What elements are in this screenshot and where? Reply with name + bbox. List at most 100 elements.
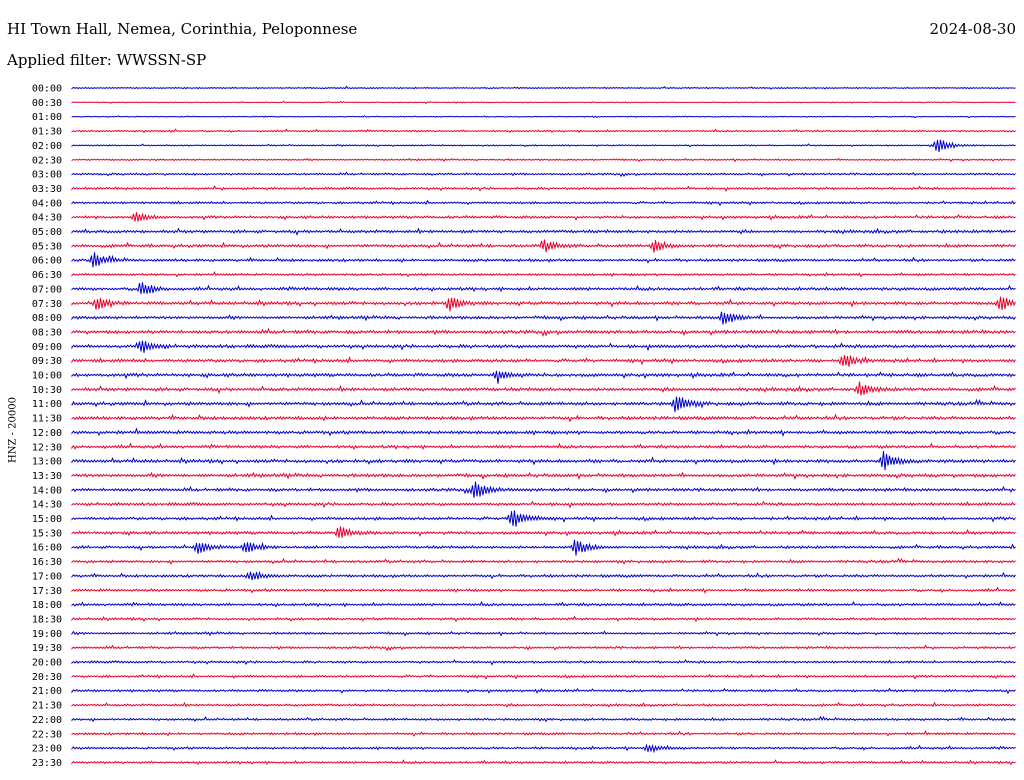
seismic-trace-0700 [71, 282, 1016, 294]
row-time-label: 07:30 [32, 299, 62, 310]
row-time-label: 02:30 [32, 155, 62, 166]
seismic-trace-0930 [71, 355, 1016, 367]
seismic-trace-2330 [71, 759, 1016, 766]
seismic-trace-0100 [71, 115, 1016, 119]
row-time-label: 10:30 [32, 385, 62, 396]
row-time-label: 06:00 [32, 256, 62, 267]
row-time-label: 08:30 [32, 327, 62, 338]
row-time-label: 12:00 [32, 428, 62, 439]
row-time-label: 16:30 [32, 557, 62, 568]
seismic-trace-2130 [71, 701, 1016, 708]
seismic-trace-0730 [71, 296, 1016, 312]
seismic-trace-1730 [71, 586, 1016, 594]
row-time-label: 06:30 [32, 270, 62, 281]
row-time-label: 04:00 [32, 198, 62, 209]
row-time-label: 09:30 [32, 356, 62, 367]
seismic-trace-1930 [71, 644, 1016, 652]
seismic-trace-1300 [71, 451, 1016, 471]
row-time-label: 14:00 [32, 485, 62, 496]
row-time-label: 08:00 [32, 313, 62, 324]
seismic-trace-2100 [71, 687, 1016, 695]
row-time-label: 17:00 [32, 571, 62, 582]
row-time-label: 23:00 [32, 744, 62, 755]
seismic-trace-0130 [71, 128, 1016, 134]
seismic-trace-1330 [71, 471, 1016, 481]
seismic-trace-0530 [71, 239, 1016, 253]
row-time-label: 20:00 [32, 658, 62, 669]
seismic-trace-2230 [71, 730, 1016, 737]
row-time-label: 20:30 [32, 672, 62, 683]
date-label: 2024-08-30 [929, 20, 1016, 38]
seismic-trace-0500 [71, 227, 1016, 236]
seismic-trace-2030 [71, 673, 1016, 680]
row-time-label: 12:30 [32, 442, 62, 453]
seismic-trace-0330 [71, 185, 1016, 193]
row-time-label: 21:00 [32, 686, 62, 697]
seismic-trace-0030 [71, 100, 1016, 104]
seismic-trace-1400 [71, 481, 1016, 498]
seismic-trace-1530 [71, 526, 1016, 538]
seismic-trace-0400 [71, 199, 1016, 207]
seismic-trace-1900 [71, 630, 1016, 637]
seismic-trace-1630 [71, 557, 1016, 565]
seismic-trace-1000 [71, 370, 1016, 384]
row-time-label: 03:30 [32, 184, 62, 195]
seismic-trace-0800 [71, 311, 1016, 325]
row-time-label: 09:00 [32, 342, 62, 353]
row-time-label: 18:30 [32, 614, 62, 625]
row-time-label: 05:00 [32, 227, 62, 238]
seismic-trace-1200 [71, 427, 1016, 437]
seismic-trace-1500 [71, 510, 1016, 527]
row-time-label: 05:30 [32, 241, 62, 252]
seismic-trace-0300 [71, 171, 1016, 178]
seismic-trace-2000 [71, 659, 1016, 666]
row-time-label: 17:30 [32, 586, 62, 597]
row-time-label: 13:30 [32, 471, 62, 482]
row-time-label: 01:00 [32, 112, 62, 123]
seismic-trace-1800 [71, 600, 1016, 608]
seismic-trace-1700 [71, 570, 1016, 581]
seismic-trace-1100 [71, 396, 1016, 413]
row-time-label: 13:00 [32, 457, 62, 468]
station-title: HI Town Hall, Nemea, Corinthia, Peloponn… [7, 20, 358, 38]
row-time-label: 14:30 [32, 500, 62, 511]
row-time-label: 19:00 [32, 629, 62, 640]
seismic-trace-1230 [71, 442, 1016, 450]
row-time-label: 16:00 [32, 543, 62, 554]
row-time-label: 11:30 [32, 414, 62, 425]
seismic-trace-0830 [71, 327, 1016, 337]
row-time-label: 23:30 [32, 758, 62, 769]
seismic-trace-0600 [71, 252, 1016, 268]
seismic-trace-1830 [71, 615, 1016, 623]
seismic-trace-1600 [71, 539, 1016, 556]
row-time-label: 03:00 [32, 170, 62, 181]
seismic-trace-0230 [71, 157, 1016, 163]
seismic-trace-2200 [71, 715, 1016, 723]
row-time-label: 02:00 [32, 141, 62, 152]
row-time-label: 10:00 [32, 371, 62, 382]
row-time-label: 22:30 [32, 729, 62, 740]
row-time-label: 00:30 [32, 98, 62, 109]
row-time-label: 01:30 [32, 127, 62, 138]
seismic-trace-0000 [71, 85, 1016, 90]
seismic-trace-1030 [71, 381, 1016, 396]
seismic-trace-1130 [71, 413, 1016, 423]
row-time-label: 04:30 [32, 213, 62, 224]
row-time-label: 21:30 [32, 701, 62, 712]
filter-label: Applied filter: WWSSN-SP [7, 51, 207, 69]
seismic-trace-0200 [71, 139, 1016, 153]
row-time-label: 07:00 [32, 284, 62, 295]
row-time-label: 19:30 [32, 643, 62, 654]
row-time-label: 11:00 [32, 399, 62, 410]
row-time-label: 18:00 [32, 600, 62, 611]
seismic-trace-1430 [71, 500, 1016, 509]
row-time-label: 00:00 [32, 84, 62, 95]
row-time-label: 15:30 [32, 528, 62, 539]
seismic-trace-0630 [71, 270, 1016, 278]
seismic-trace-0900 [71, 340, 1016, 353]
row-time-label: 22:00 [32, 715, 62, 726]
row-time-label: 15:00 [32, 514, 62, 525]
seismic-trace-2300 [71, 743, 1016, 754]
seismic-trace-0430 [71, 212, 1016, 222]
